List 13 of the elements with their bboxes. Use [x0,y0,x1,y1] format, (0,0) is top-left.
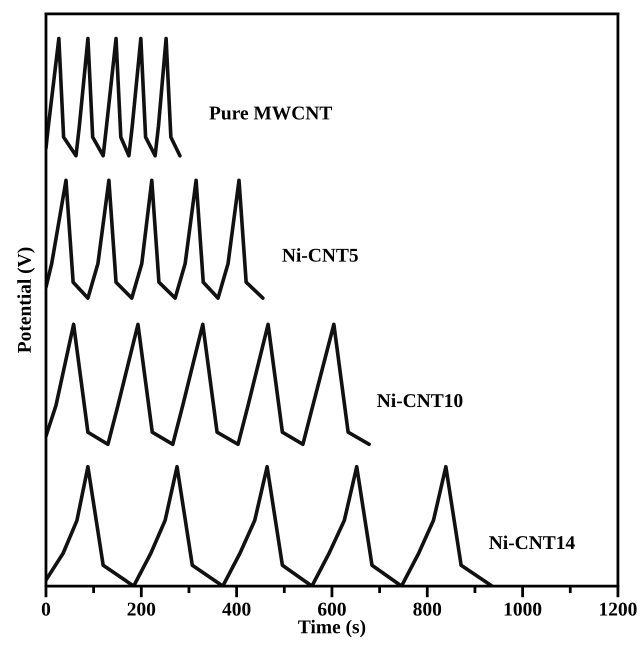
x-tick-label: 0 [42,602,50,616]
x-tick-label: 800 [413,602,442,616]
x-tick-label: 600 [318,602,346,616]
x-tick-label: 1000 [504,602,542,616]
x-tick-label: 400 [222,602,250,616]
x-axis-title: Time (s) [298,620,366,638]
text: Pure MWCNT [209,106,332,120]
series-label: Ni-CNT5 [282,248,358,262]
x-tick-label: 1200 [600,602,637,616]
x-tick-label: 200 [128,602,156,616]
series-label: Ni-CNT10 [377,393,462,408]
y-axis-title: Potential (V) [17,248,35,353]
series-label: Ni-CNT14 [489,536,575,550]
